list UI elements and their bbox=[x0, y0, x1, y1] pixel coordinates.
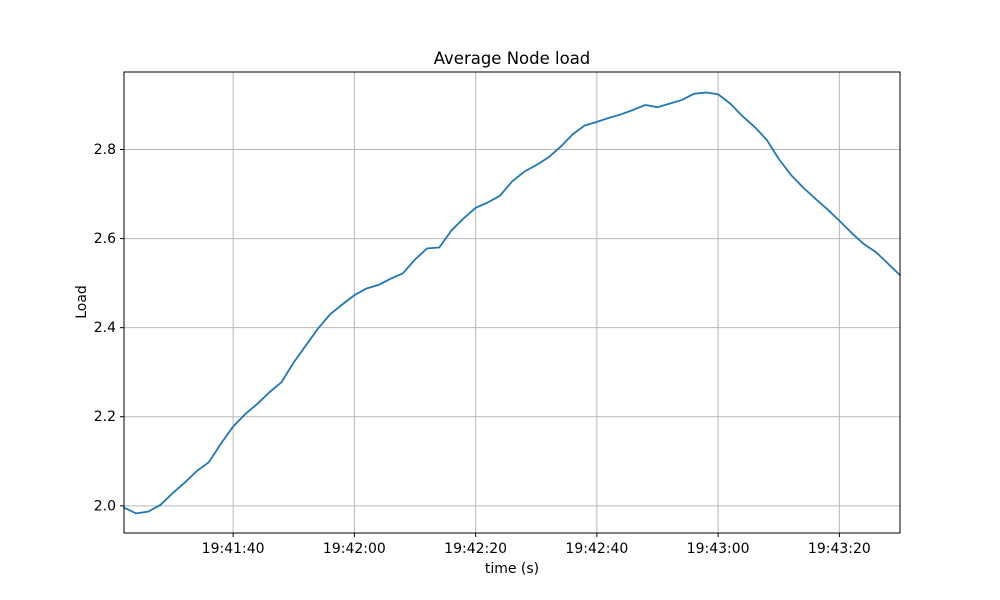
y-tick-label: 2.6 bbox=[94, 231, 116, 247]
average-node-load-series-line bbox=[123, 91, 901, 515]
chart-title: Average Node load bbox=[434, 49, 591, 68]
x-tick-label: 19:41:40 bbox=[202, 541, 265, 557]
x-tick-label: 19:43:00 bbox=[687, 541, 750, 557]
x-tick-label: 19:42:00 bbox=[323, 541, 386, 557]
y-tick-label: 2.4 bbox=[94, 320, 116, 336]
grid-layer bbox=[124, 72, 900, 533]
tick-layer: 19:41:40 19:42:00 19:42:20 19:42:40 19:43:00… bbox=[94, 142, 871, 557]
x-tick-label: 19:42:20 bbox=[444, 541, 507, 557]
y-tick-label: 2.8 bbox=[94, 142, 116, 158]
x-tick-label: 19:42:40 bbox=[565, 541, 628, 557]
y-axis-label: Load bbox=[74, 285, 90, 319]
y-tick-label: 2.0 bbox=[94, 498, 116, 514]
series-layer bbox=[123, 91, 901, 515]
x-axis-label: time (s) bbox=[485, 561, 539, 577]
y-tick-label: 2.2 bbox=[94, 409, 116, 425]
x-tick-label: 19:43:20 bbox=[808, 541, 871, 557]
axes-border bbox=[123, 71, 901, 534]
